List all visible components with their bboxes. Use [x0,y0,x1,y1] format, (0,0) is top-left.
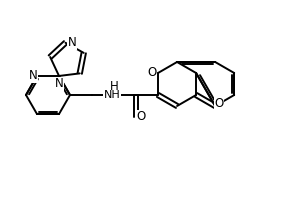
Text: N: N [55,77,63,90]
Text: NH: NH [103,90,120,100]
Text: N: N [68,36,77,49]
Text: O: O [214,97,224,110]
Text: O: O [136,110,146,123]
Text: H: H [110,80,118,94]
Text: N: N [28,69,38,82]
Text: O: O [147,66,157,79]
